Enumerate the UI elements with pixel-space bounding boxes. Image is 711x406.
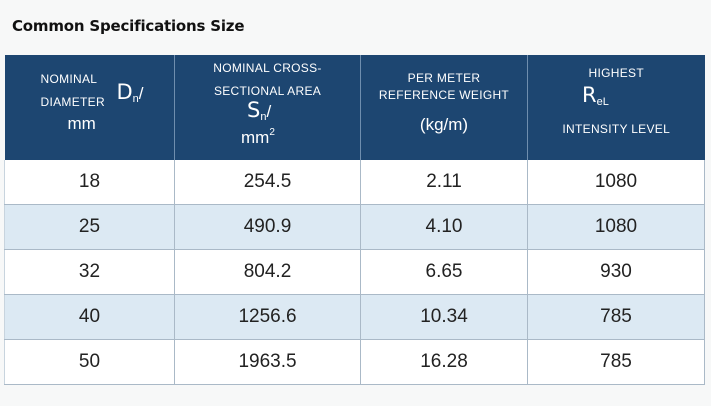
header-reference-weight: PER METER REFERENCE WEIGHT (kg/m): [360, 55, 528, 160]
cell-weight: 10.34: [360, 294, 528, 340]
table-row: 18 254.5 2.11 1080: [4, 160, 705, 205]
header-area-line1: NOMINAL CROSS-: [213, 61, 322, 75]
header-diameter-line1: NOMINAL: [40, 72, 98, 86]
table-row: 40 1256.6 10.34 785: [4, 294, 705, 340]
cell-area: 1963.5: [174, 339, 361, 385]
header-area-unit-group: mm2: [241, 127, 275, 148]
header-weight-line1: PER METER: [407, 71, 481, 85]
cell-area: 804.2: [174, 249, 361, 295]
table-row: 25 490.9 4.10 1080: [4, 204, 705, 250]
cell-strength: 1080: [527, 160, 705, 205]
cell-strength: 930: [527, 249, 705, 295]
cell-strength: 785: [527, 339, 705, 385]
page-title: Common Specifications Size: [12, 17, 245, 35]
header-strength-symbol-sub: eL: [596, 96, 609, 108]
header-diameter-line2: DIAMETER: [40, 95, 105, 109]
cell-strength: 1080: [527, 204, 705, 250]
header-weight-line2: REFERENCE WEIGHT: [378, 88, 510, 102]
table-row: 50 1963.5 16.28 785: [4, 339, 705, 385]
header-area-unit: mm: [241, 128, 270, 147]
cell-diameter: 32: [4, 249, 175, 295]
cell-area: 1256.6: [174, 294, 361, 340]
cell-diameter: 50: [4, 339, 175, 385]
header-area-symbol: S: [247, 98, 261, 122]
cell-weight: 16.28: [360, 339, 528, 385]
table-row: 32 804.2 6.65 930: [4, 249, 705, 295]
header-nominal-diameter: NOMINAL Dn/ DIAMETER mm: [4, 55, 175, 160]
cell-diameter: 25: [4, 204, 175, 250]
cell-strength: 785: [527, 294, 705, 340]
header-diameter-symbol-sub: n: [132, 93, 139, 105]
header-area-slash: /: [266, 102, 272, 121]
cell-area: 490.9: [174, 204, 361, 250]
header-diameter-unit: mm: [67, 114, 96, 133]
header-intensity-level: HIGHEST ReL INTENSITY LEVEL: [527, 55, 705, 160]
header-area-unit-sup: 2: [269, 127, 275, 138]
header-diameter-symbol: D: [116, 80, 133, 104]
cell-diameter: 40: [4, 294, 175, 340]
header-weight-unit: (kg/m): [419, 115, 469, 134]
header-strength-symbol-group: ReL: [582, 83, 609, 108]
cell-weight: 2.11: [360, 160, 528, 205]
specifications-table: NOMINAL Dn/ DIAMETER mm NOMINAL CROSS- S…: [4, 55, 705, 385]
header-strength-line3: INTENSITY LEVEL: [562, 122, 671, 136]
cell-area: 254.5: [174, 160, 361, 205]
cell-diameter: 18: [4, 160, 175, 205]
header-diameter-symbol-group: Dn/: [117, 80, 144, 105]
cell-weight: 6.65: [360, 249, 528, 295]
header-strength-line1: HIGHEST: [588, 66, 644, 80]
header-diameter-slash: /: [138, 84, 144, 103]
table-header-row: NOMINAL Dn/ DIAMETER mm NOMINAL CROSS- S…: [4, 55, 705, 160]
header-strength-symbol: R: [582, 83, 597, 107]
header-area-line2: SECTIONAL AREA: [213, 84, 322, 98]
header-area-symbol-sub: n: [260, 111, 267, 123]
cell-weight: 4.10: [360, 204, 528, 250]
header-area-symbol-group: Sn/: [247, 98, 271, 123]
header-cross-sectional-area: NOMINAL CROSS- SECTIONAL AREA Sn/ mm2: [174, 55, 361, 160]
